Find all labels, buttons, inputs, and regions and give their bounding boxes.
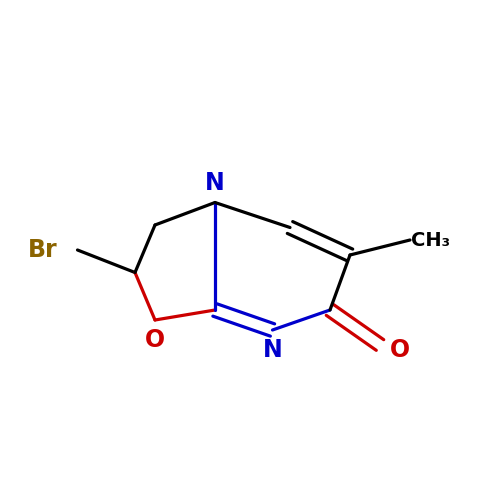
Text: O: O [390,338,410,362]
Text: O: O [145,328,165,352]
Text: N: N [205,170,225,194]
Text: N: N [262,338,282,362]
Text: Br: Br [28,238,58,262]
Text: CH₃: CH₃ [410,230,450,250]
